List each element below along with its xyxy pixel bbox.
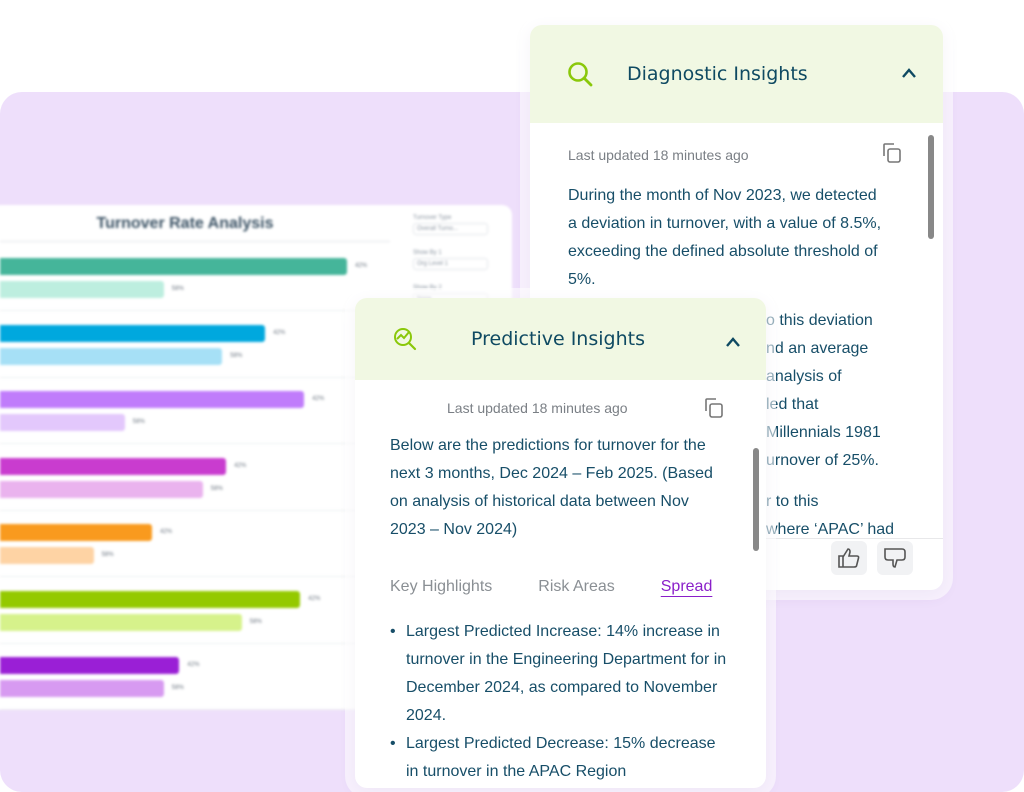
control-label: Show By 2 [413, 285, 442, 291]
bar-label: 42% [187, 662, 200, 668]
predictive-insights-card: Predictive Insights Last updated 18 minu… [355, 298, 766, 788]
bar-label: 42% [273, 330, 286, 336]
show-by-1-control[interactable]: Show By 1 Org Level 1 [413, 250, 488, 270]
bar [0, 281, 164, 298]
bar-label: 58% [101, 552, 114, 558]
predictive-intro: Below are the predictions for turnover f… [390, 437, 713, 538]
bar-group: 42% 58% [0, 449, 390, 511]
prediction-list: Largest Predicted Increase: 14% increase… [390, 618, 730, 786]
search-icon [568, 62, 593, 87]
bar-label: 42% [312, 396, 325, 402]
bar-label: 42% [234, 463, 247, 469]
text-line: where ‘APAC’ had [766, 521, 895, 538]
bar [0, 481, 203, 498]
bar [0, 680, 164, 697]
thumbs-down-icon [884, 548, 906, 568]
bar-group: 42% 58% [0, 316, 390, 378]
bar [0, 657, 180, 674]
bar-group: 42% 58% [0, 249, 390, 311]
divider [0, 241, 390, 242]
copy-icon[interactable] [880, 142, 902, 164]
predictive-header[interactable]: Predictive Insights [355, 298, 766, 380]
bar [0, 547, 94, 564]
text-line: led that [766, 396, 819, 413]
bar-group: 42% 58% [0, 515, 390, 577]
bar [0, 325, 266, 342]
list-item: Largest Predicted Increase: 14% increase… [390, 618, 730, 730]
bar [0, 614, 242, 631]
text-line: Millennials 1981 [766, 424, 881, 441]
diagnostic-paragraph: During the month of Nov 2023, we detecte… [568, 187, 882, 288]
show-by-1-select[interactable]: Org Level 1 [413, 258, 488, 270]
list-item: Largest Predicted Decrease: 15% decrease… [390, 730, 730, 786]
predictive-title: Predictive Insights [471, 328, 645, 350]
bar-label: 58% [171, 685, 184, 691]
diagnostic-title: Diagnostic Insights [627, 63, 808, 85]
bar-group: 42% 58% [0, 648, 390, 710]
text-line: r to this [766, 493, 819, 510]
bar [0, 348, 223, 365]
copy-icon[interactable] [702, 397, 724, 419]
tab-risk-areas[interactable]: Risk Areas [538, 578, 615, 595]
turnover-type-select[interactable]: Overall Turno... [413, 223, 488, 235]
bar-label: 42% [308, 596, 321, 602]
turnover-type-control[interactable]: Turnover Type Overall Turno... [413, 215, 488, 235]
scrollbar[interactable] [753, 448, 759, 551]
chevron-up-icon[interactable] [725, 336, 741, 348]
tab-key-highlights[interactable]: Key Highlights [390, 578, 493, 595]
bar-label: 42% [355, 263, 368, 269]
trend-search-icon [394, 328, 417, 351]
thumbs-down-button[interactable] [877, 541, 913, 575]
diagnostic-header[interactable]: Diagnostic Insights [530, 25, 943, 123]
bar-group: 42% 58% [0, 582, 390, 644]
last-updated: Last updated 18 minutes ago [447, 400, 628, 416]
bar [0, 414, 125, 431]
bar-label: 58% [249, 619, 262, 625]
bar [0, 458, 227, 475]
bar-label: 58% [230, 353, 243, 359]
bar [0, 391, 305, 408]
diagnostic-paragraph-2: o this deviation nd an average analysis of… [766, 307, 881, 475]
bar-group: 42% 58% [0, 382, 390, 444]
chevron-up-icon[interactable] [901, 67, 917, 79]
text-line: urnover of 25%. [766, 452, 879, 469]
thumbs-up-icon [838, 548, 860, 568]
bar [0, 591, 301, 608]
bar [0, 524, 153, 541]
bar [0, 258, 348, 275]
text-line: nd an average [766, 340, 869, 357]
scrollbar[interactable] [928, 135, 934, 239]
thumbs-up-button[interactable] [831, 541, 867, 575]
control-label: Show By 1 [413, 250, 442, 256]
tab-spread[interactable]: Spread [660, 578, 713, 595]
text-line: o this deviation [766, 312, 873, 329]
control-label: Turnover Type [413, 215, 452, 221]
bar-label: 42% [160, 529, 173, 535]
insight-tabs: Key Highlights Risk Areas Spread [390, 578, 712, 596]
chart-title: Turnover Rate Analysis [96, 215, 274, 232]
text-line: analysis of [766, 368, 842, 385]
bar-label: 58% [132, 419, 145, 425]
last-updated: Last updated 18 minutes ago [568, 147, 749, 163]
bar-label: 58% [210, 486, 223, 492]
diagnostic-paragraph-3: r to this where ‘APAC’ had [766, 488, 894, 544]
bar-label: 58% [171, 286, 184, 292]
